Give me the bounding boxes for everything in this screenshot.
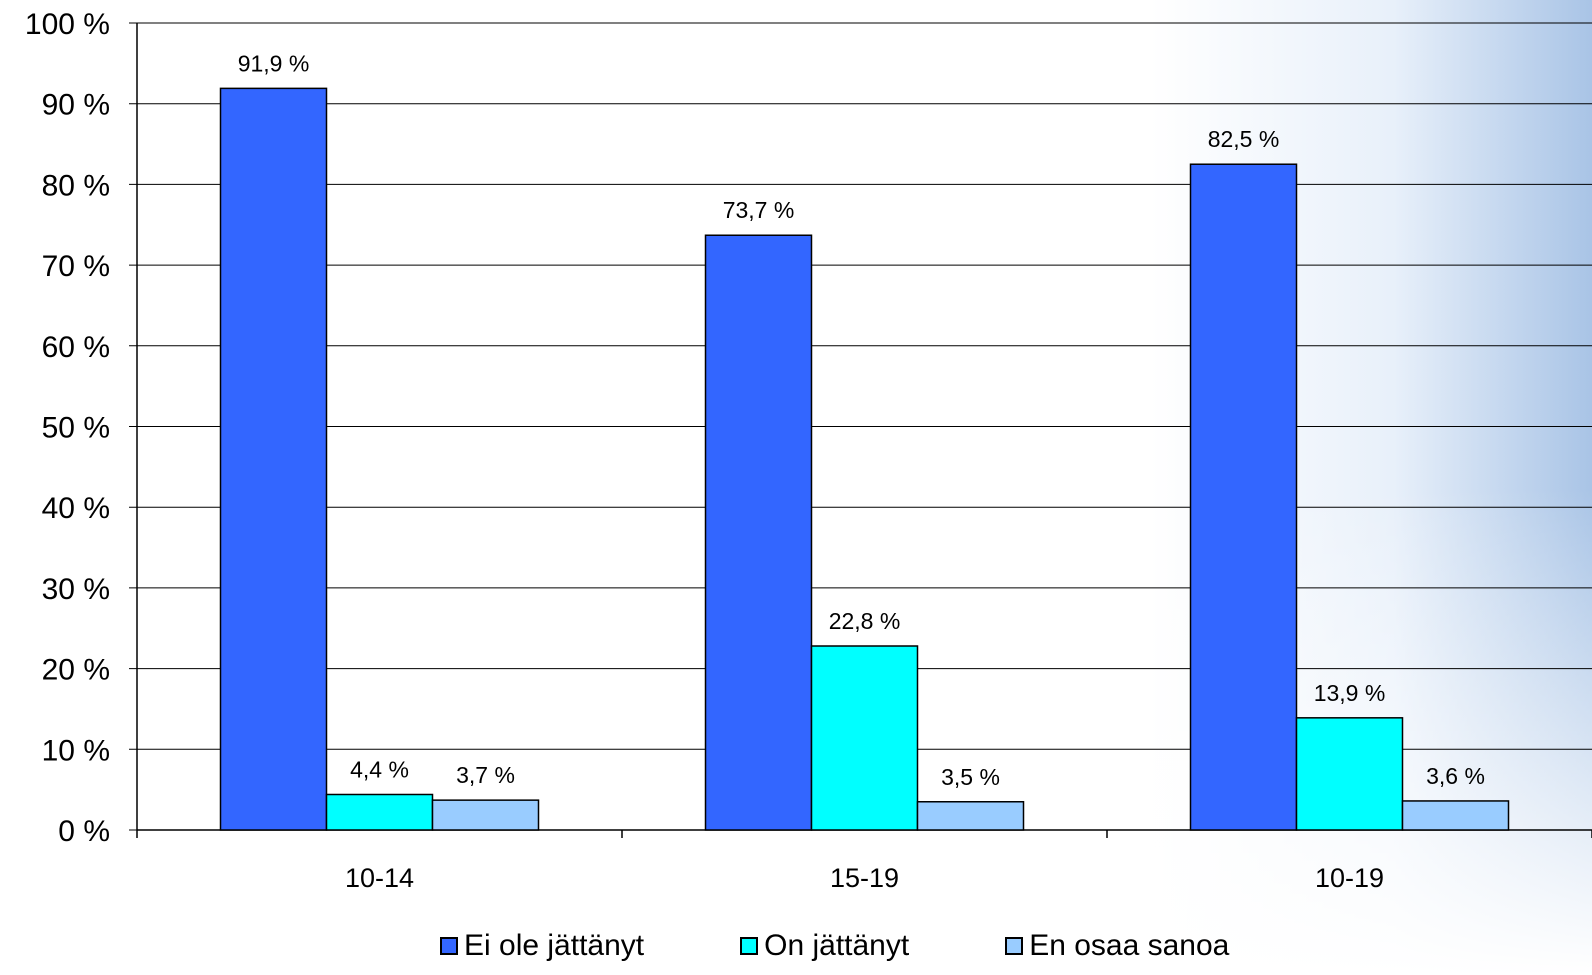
bar	[1401, 800, 1510, 831]
bar	[810, 645, 919, 831]
legend-label: Ei ole jättänyt	[464, 929, 645, 962]
y-tick-label: 60 %	[42, 331, 110, 364]
x-category-label: 15-19	[830, 863, 899, 893]
legend: Ei ole jättänyt On jättänyt En osaa sano…	[440, 928, 1229, 964]
data-label: 82,5 %	[1208, 126, 1280, 152]
bars	[219, 87, 1510, 831]
legend-item-ei-ole-jattanyt: Ei ole jättänyt	[440, 928, 644, 964]
y-tick-label: 10 %	[42, 734, 110, 767]
data-label: 3,5 %	[941, 764, 1000, 790]
legend-swatch	[740, 937, 759, 955]
bar	[325, 793, 434, 831]
y-tick-label: 70 %	[42, 250, 110, 283]
y-tick-label: 20 %	[42, 654, 110, 687]
bar	[704, 234, 813, 831]
legend-label: On jättänyt	[764, 929, 910, 962]
y-tick-label: 50 %	[42, 412, 110, 445]
legend-swatch	[1005, 937, 1024, 955]
data-label: 4,4 %	[350, 756, 409, 782]
legend-label: En osaa sanoa	[1029, 929, 1230, 962]
bar	[431, 799, 540, 831]
bar	[1189, 163, 1298, 831]
y-tick-label: 40 %	[42, 492, 110, 525]
data-label: 91,9 %	[238, 50, 310, 76]
gridlines	[129, 22, 1592, 831]
bar	[1295, 717, 1404, 831]
bar	[219, 87, 328, 831]
data-label: 73,7 %	[723, 197, 795, 223]
data-label: 22,8 %	[829, 608, 901, 634]
data-label: 13,9 %	[1314, 680, 1386, 706]
data-label: 3,6 %	[1426, 763, 1485, 789]
y-tick-label: 100 %	[25, 8, 110, 41]
x-category-label: 10-19	[1315, 863, 1384, 893]
axes: 0 % 10 % 20 % 30 % 40 % 50 % 60 % 70 % 80 % 90 % 1…	[25, 8, 1592, 893]
y-tick-label: 0 %	[58, 815, 110, 848]
legend-swatch	[440, 937, 458, 955]
y-tick-label: 90 %	[42, 89, 110, 122]
legend-item-en-osaa-sanoa: En osaa sanoa	[1005, 928, 1229, 964]
y-tick-label: 30 %	[42, 573, 110, 606]
data-labels: 91,9 % 4,4 % 3,7 % 73,7 % 22,8 % 3,5 % 82,5 % 1…	[238, 50, 1485, 789]
x-category-label: 10-14	[345, 863, 414, 893]
data-label: 3,7 %	[456, 762, 515, 788]
bar	[916, 801, 1025, 831]
y-tick-label: 80 %	[42, 169, 110, 202]
legend-item-on-jattanyt: On jättänyt	[740, 928, 909, 964]
